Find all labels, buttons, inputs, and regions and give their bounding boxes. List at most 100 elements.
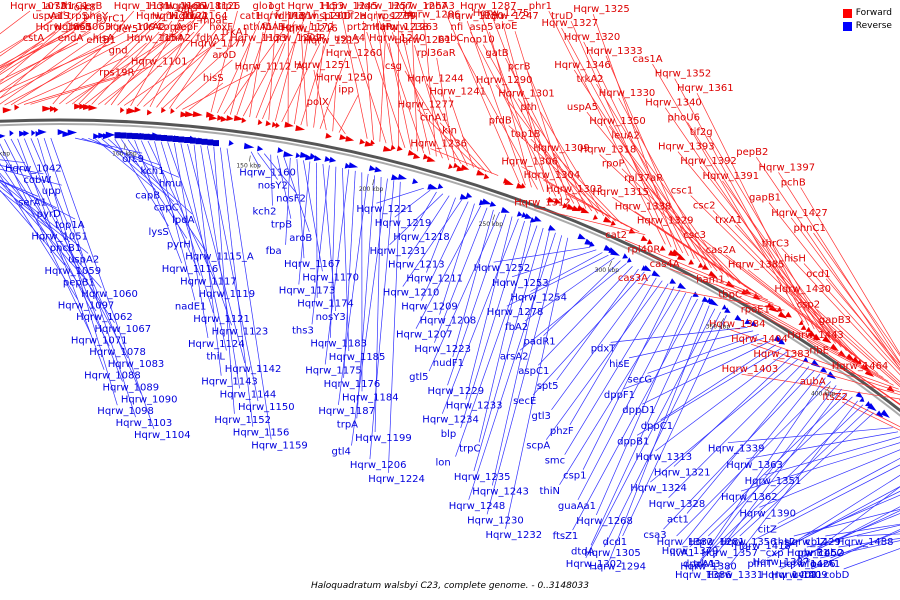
forward-gene-label: Hqrw_1384 xyxy=(709,319,766,330)
forward-leader-line xyxy=(734,224,863,363)
forward-gene-label: Hqrw_1260 xyxy=(326,48,383,59)
forward-gene-label: uspA1 xyxy=(32,11,63,22)
reverse-gene-arrow xyxy=(428,183,439,190)
reverse-leader-line xyxy=(0,163,97,312)
reverse-gene-arrow xyxy=(622,253,629,259)
forward-gene-arrow xyxy=(127,107,137,114)
reverse-gene-label: Hqrw_1090 xyxy=(121,394,178,405)
forward-gene-arrow xyxy=(170,108,175,115)
forward-gene-label: Hqrw_1340 xyxy=(645,98,702,109)
forward-gene-arrow xyxy=(345,135,355,142)
forward-leader-line xyxy=(690,195,853,355)
reverse-leader-line xyxy=(407,195,450,259)
reverse-gene-label: Hqrw_1278 xyxy=(487,307,544,318)
reverse-gene-label: Hqrw_1159 xyxy=(251,440,308,451)
reverse-gene-label: thiN xyxy=(540,486,561,497)
reverse-leader-line xyxy=(473,227,544,472)
scale-tick-mark xyxy=(492,214,496,221)
reverse-gene-arrow xyxy=(57,129,66,136)
forward-leader-line xyxy=(65,31,179,105)
forward-gene-label: pepB2 xyxy=(736,147,768,158)
forward-gene-label: rps27R xyxy=(379,11,414,22)
reverse-leader-line xyxy=(342,167,350,352)
reverse-gene-arrow xyxy=(256,145,264,152)
forward-leader-line xyxy=(338,94,359,133)
reverse-gene-label: Hqrw_1187 xyxy=(318,406,375,417)
forward-leader-line xyxy=(423,19,437,157)
forward-leader-line xyxy=(813,232,900,357)
scale-tick-mark xyxy=(826,385,831,391)
reverse-gene-label: smc xyxy=(545,456,565,467)
forward-gene-label: Hqrw_1250 xyxy=(316,72,373,83)
forward-gene-label: Hqrw_1385 xyxy=(728,260,785,271)
forward-gene-label: trkA1 xyxy=(222,27,249,38)
forward-leader-line xyxy=(91,31,160,105)
forward-gene-label: pepF xyxy=(174,22,199,33)
forward-gene-label: aubA xyxy=(800,376,826,387)
legend-item-forward: Forward xyxy=(842,8,892,18)
forward-leader-line xyxy=(294,20,312,125)
forward-leader-line xyxy=(242,20,296,117)
reverse-gene-arrow xyxy=(651,270,661,277)
reverse-leader-line xyxy=(707,396,853,537)
reverse-gene-label: Hqrw_1174 xyxy=(297,299,354,310)
forward-gene-arrow xyxy=(74,103,83,110)
reverse-gene-arrow xyxy=(610,249,620,256)
reverse-gene-label: Hqrw_1380 xyxy=(680,562,737,573)
forward-gene-label: Hqrw_1391 xyxy=(703,171,760,182)
label-leader-lines xyxy=(0,10,900,570)
reverse-gene-label: top1A xyxy=(55,220,85,231)
forward-gene-label: fbA1 xyxy=(262,22,285,33)
forward-leader-line xyxy=(97,42,182,105)
forward-leader-line xyxy=(379,20,425,154)
scale-tick-label: 100 kbp xyxy=(112,151,137,158)
forward-gene-label: Hqrw_1338 xyxy=(615,201,672,212)
forward-gene-label: rpl37aR xyxy=(624,173,663,184)
reverse-leader-line xyxy=(759,449,900,508)
reverse-gene-arrow xyxy=(98,132,107,139)
forward-gene-arrow xyxy=(546,196,556,203)
forward-gene-arrow xyxy=(520,182,526,189)
forward-leader-line xyxy=(548,10,666,245)
reverse-leader-line xyxy=(856,533,900,537)
forward-leader-line xyxy=(110,20,173,106)
forward-gene-label: hisB xyxy=(70,22,91,33)
forward-gene-arrow xyxy=(79,103,86,110)
forward-leader-line xyxy=(0,42,78,81)
reverse-leader-line xyxy=(603,311,722,548)
forward-leader-line xyxy=(725,254,874,371)
scale-tick-label: 50 kbp xyxy=(0,150,10,157)
forward-gene-arrow xyxy=(339,134,347,141)
reverse-gene-label: Hqrw_1357 xyxy=(701,548,758,559)
reverse-gene-label: Hqrw_1150 xyxy=(238,402,295,413)
forward-leader-line xyxy=(466,20,526,186)
reverse-gene-block xyxy=(155,134,162,141)
reverse-gene-label: fbA2 xyxy=(505,322,528,333)
reverse-gene-label: nfo xyxy=(800,559,816,570)
reverse-leader-line xyxy=(75,137,143,154)
forward-gene-label: Hqrw_1244 xyxy=(407,74,464,85)
forward-gene-arrow xyxy=(120,107,125,114)
reverse-gene-label: secE xyxy=(513,396,536,407)
reverse-gene-label: Hqrw_1210 xyxy=(383,288,440,299)
forward-leader-line xyxy=(0,10,66,57)
forward-gene-label: cas2A xyxy=(706,245,736,256)
reverse-leader-line xyxy=(0,189,65,266)
forward-gene-arrow xyxy=(192,111,203,118)
forward-gene-arrow xyxy=(562,202,568,209)
forward-gene-label: Hqrw_1164 xyxy=(171,11,228,22)
reverse-gene-label: Hqrw_1089 xyxy=(103,383,160,394)
reverse-leader-line xyxy=(546,280,663,440)
forward-leader-line xyxy=(130,10,186,106)
forward-gene-label: copA xyxy=(158,22,183,33)
reverse-leader-line xyxy=(121,139,188,239)
forward-gene-arrow xyxy=(382,145,393,152)
reverse-gene-arrow xyxy=(19,130,27,137)
forward-leader-line xyxy=(570,20,672,248)
forward-leader-line xyxy=(482,44,575,204)
forward-leader-line xyxy=(0,31,75,69)
forward-leader-line xyxy=(255,42,286,119)
reverse-gene-label: Hqrw_1248 xyxy=(449,501,506,512)
reverse-gene-label: Hqrw_1184 xyxy=(342,392,399,403)
forward-gene-label: ogt xyxy=(268,1,284,12)
